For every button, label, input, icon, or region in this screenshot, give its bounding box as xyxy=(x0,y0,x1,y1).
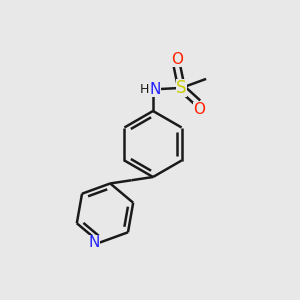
Text: N: N xyxy=(88,235,100,250)
Text: H: H xyxy=(140,83,149,96)
Text: O: O xyxy=(171,52,183,67)
Text: S: S xyxy=(176,79,187,97)
Text: N: N xyxy=(150,82,161,97)
Text: O: O xyxy=(194,102,206,117)
